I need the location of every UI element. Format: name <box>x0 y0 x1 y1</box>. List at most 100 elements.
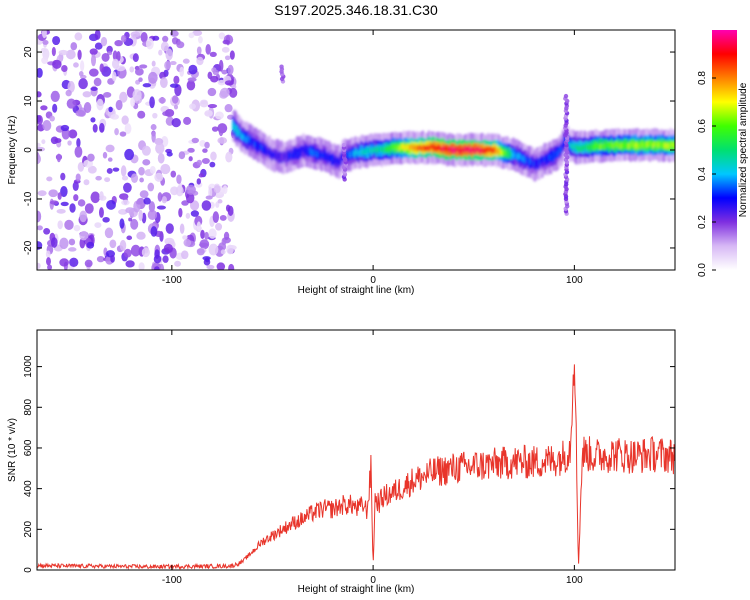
ridge-cell <box>331 154 334 161</box>
ridge-cell <box>256 141 259 148</box>
ridge-cell <box>555 151 559 158</box>
snr-ytick-label: 400 <box>23 480 34 497</box>
ridge-cell <box>605 141 608 148</box>
noise-blob <box>110 113 119 120</box>
noise-blob <box>76 137 81 148</box>
noise-blob <box>104 177 111 183</box>
ridge-cell <box>239 129 242 136</box>
ridge-cell <box>270 152 274 159</box>
ridge-cell <box>642 142 646 149</box>
ridge-cell <box>247 135 251 142</box>
ridge-cell <box>431 143 434 150</box>
noise-blob <box>52 59 62 69</box>
noise-blob <box>190 210 199 217</box>
noise-blob <box>37 114 43 126</box>
noise-blob <box>221 46 230 53</box>
colorbar-tick-label: 0.0 <box>697 263 708 277</box>
ridge-band <box>232 110 675 182</box>
noise-blob <box>196 46 202 55</box>
ridge-cell <box>637 142 641 149</box>
ridge-cell <box>372 147 375 154</box>
ridge-cell <box>355 148 358 155</box>
ridge-cell <box>636 143 640 150</box>
noise-blob <box>183 116 192 125</box>
noise-blob <box>153 254 162 264</box>
ridge-cell <box>375 148 379 155</box>
noise-blob <box>75 173 81 182</box>
ridge-cell <box>384 146 387 153</box>
ridge-cell <box>663 142 666 149</box>
noise-blob <box>200 229 205 240</box>
noise-blob <box>179 66 185 77</box>
ridge-cell <box>558 147 561 154</box>
ridge-cell <box>266 148 269 155</box>
noise-blob <box>47 264 53 270</box>
noise-blob <box>37 262 41 269</box>
noise-blob <box>96 98 104 111</box>
noise-blob <box>201 158 210 165</box>
ridge-cell <box>532 160 536 167</box>
noise-blob <box>139 64 148 69</box>
noise-blob <box>67 81 75 93</box>
noise-blob <box>154 172 164 182</box>
ridge-cell <box>506 151 509 158</box>
noise-blob <box>103 91 112 98</box>
noise-blob <box>222 185 228 195</box>
noise-blob <box>204 141 210 149</box>
noise-blob <box>163 243 173 253</box>
ridge-cell <box>274 153 277 160</box>
ridge-cell <box>604 144 607 150</box>
noise-blob <box>149 96 155 109</box>
ridge-cell <box>582 145 585 152</box>
ridge-cell <box>314 149 317 156</box>
noise-blob <box>110 255 115 263</box>
noise-blob <box>40 47 47 53</box>
ridge-cell <box>369 147 373 154</box>
ridge-cell <box>514 152 518 159</box>
noise-blob <box>121 115 129 125</box>
noise-blob <box>52 103 58 113</box>
ridge-cell <box>570 142 573 149</box>
noise-blob <box>124 123 132 135</box>
ridge-cell <box>529 158 532 165</box>
ridge-cell <box>580 145 583 152</box>
ridge-cell <box>480 146 484 153</box>
noise-blob <box>87 165 97 174</box>
ridge-cell <box>416 145 420 152</box>
noise-blob <box>162 255 169 263</box>
noise-blob <box>216 262 226 270</box>
noise-blob <box>157 192 163 202</box>
ridge-cell <box>275 153 278 160</box>
noise-blob <box>159 77 168 89</box>
ridge-cell <box>474 148 478 155</box>
noise-blob <box>60 172 66 181</box>
ridge-cell <box>509 151 513 158</box>
noise-blob <box>37 225 43 231</box>
ridge-cell <box>357 150 361 157</box>
snr-ytick-label: 200 <box>23 521 34 538</box>
noise-blob <box>119 91 128 103</box>
ridge-cell <box>326 154 329 161</box>
noise-blob <box>52 35 61 46</box>
noise-blob <box>74 146 83 158</box>
noise-blob <box>65 89 72 97</box>
noise-blob <box>148 71 158 84</box>
noise-blob <box>142 159 151 166</box>
noise-blob <box>37 142 41 148</box>
noise-blob <box>212 211 219 223</box>
noise-blob <box>101 52 110 62</box>
noise-blob <box>48 189 59 198</box>
ridge-cell <box>325 152 328 159</box>
ridge-cell <box>571 143 574 150</box>
ridge-cell <box>549 154 553 161</box>
noise-blob <box>187 147 195 153</box>
snr-xtick-label: 100 <box>566 575 583 586</box>
ridge-cell <box>465 145 468 152</box>
noise-blob <box>59 258 69 267</box>
ridge-cell <box>617 142 620 149</box>
ridge-cell <box>386 146 390 153</box>
ridge-cell <box>288 153 292 159</box>
noise-blob <box>171 95 179 104</box>
snr-series-line <box>37 364 675 570</box>
ridge-cell <box>671 141 675 148</box>
